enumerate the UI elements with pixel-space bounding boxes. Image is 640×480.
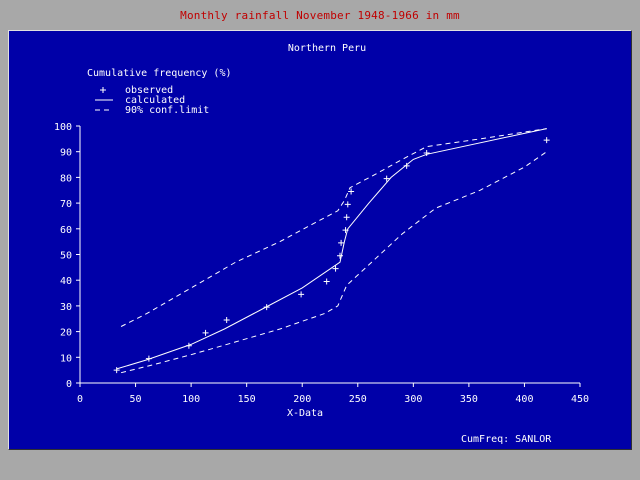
conf-limit-upper-line [120, 128, 547, 327]
observed-point [223, 317, 230, 324]
observed-point [298, 291, 305, 298]
chart-panel: Northern Peru Cumulative frequency (%) X… [8, 30, 632, 450]
observed-point [113, 367, 120, 374]
y-tick-label: 50 [60, 251, 72, 262]
chart-svg: Northern Peru Cumulative frequency (%) X… [54, 43, 589, 445]
calculated-line [116, 128, 547, 370]
observed-point [348, 188, 355, 195]
y-tick-label: 70 [60, 199, 72, 210]
y-tick-label: 40 [60, 276, 72, 287]
y-tick-label: 20 [60, 328, 72, 339]
title-bar: Monthly rainfall November 1948-1966 in m… [0, 0, 640, 30]
observed-point [543, 137, 550, 144]
observed-point [344, 201, 351, 208]
x-axis-label: X-Data [287, 408, 323, 419]
legend-label: 90% conf.limit [125, 105, 209, 116]
x-tick-label: 250 [349, 394, 367, 405]
observed-point [337, 252, 343, 259]
x-tick-label: 0 [77, 394, 83, 405]
y-tick-label: 60 [60, 225, 72, 236]
x-tick-label: 100 [182, 394, 200, 405]
observed-point [202, 329, 209, 336]
axes: 0 50 100 150 200 250 300 350 400 450 0 10 20 30 40 50 60… [54, 122, 589, 405]
footer-label: CumFreq: SANLOR [461, 434, 552, 445]
observed-point [343, 214, 350, 221]
y-tick-label: 100 [54, 122, 72, 133]
y-tick-label: 10 [60, 353, 72, 364]
y-tick-label: 0 [66, 379, 72, 390]
legend-observed-marker [100, 87, 106, 93]
x-tick-label: 350 [460, 394, 478, 405]
y-tick-label: 90 [60, 148, 72, 159]
y-tick-label: 30 [60, 302, 72, 313]
chart-title: Northern Peru [288, 43, 366, 54]
plot-area [113, 128, 550, 374]
conf-limit-lower-line [120, 151, 547, 374]
legend-label: observed [125, 85, 173, 96]
x-tick-label: 200 [293, 394, 311, 405]
observed-point [332, 265, 339, 272]
observed-point [383, 175, 390, 182]
observed-point [423, 149, 430, 156]
window-title: Monthly rainfall November 1948-1966 in m… [180, 8, 460, 22]
observed-point [403, 162, 410, 169]
observed-point [338, 239, 345, 246]
observed-point [323, 278, 330, 285]
legend-label: calculated [125, 95, 185, 106]
x-tick-label: 150 [238, 394, 256, 405]
x-tick-label: 50 [130, 394, 142, 405]
y-tick-label: 80 [60, 173, 72, 184]
x-tick-label: 300 [404, 394, 422, 405]
y-axis-label: Cumulative frequency (%) [87, 68, 232, 79]
x-tick-label: 450 [571, 394, 589, 405]
x-tick-label: 400 [515, 394, 533, 405]
